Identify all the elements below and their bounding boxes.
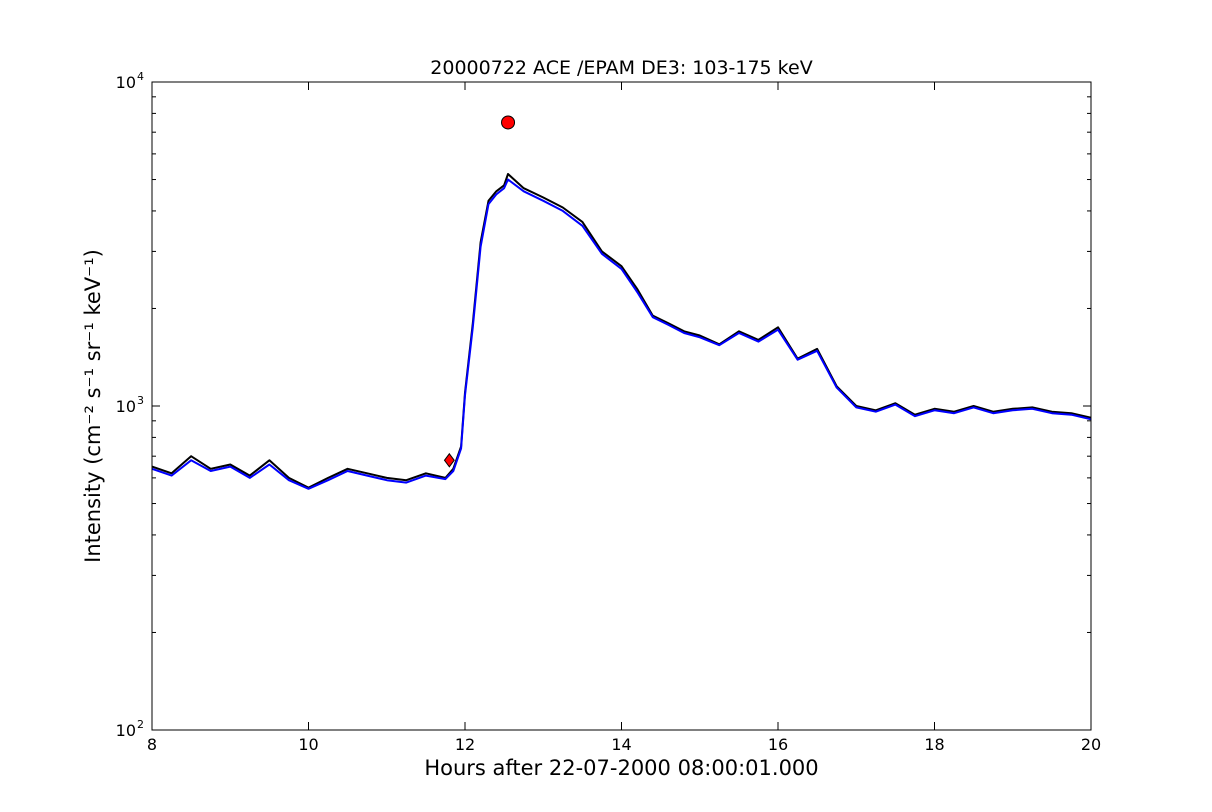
x-axis-label: Hours after 22-07-2000 08:00:01.000 [424,756,818,780]
y-tick-exponent: 3 [137,394,144,407]
y-tick-label: 10 [116,397,136,416]
x-tick-label: 18 [924,735,944,754]
x-tick-label: 10 [298,735,318,754]
marker-layer [443,115,516,468]
x-tick-label: 8 [147,735,157,754]
y-tick-label: 10 [116,73,136,92]
y-axis-label: Intensity (cm⁻² s⁻¹ sr⁻¹ keV⁻¹) [81,249,105,563]
series-line-1 [151,173,1092,489]
series-layer [151,173,1092,490]
x-tick-label: 14 [611,735,631,754]
x-tick-label: 12 [455,735,475,754]
x-tick-label: 16 [768,735,788,754]
peak-marker [501,115,516,130]
series-line-2 [151,178,1092,490]
y-tick-label: 10 [116,721,136,740]
x-tick-label: 20 [1081,735,1101,754]
y-tick-exponent: 2 [137,718,144,731]
y-tick-exponent: 4 [137,70,144,83]
chart-title: 20000722 ACE /EPAM DE3: 103-175 keV [430,57,812,79]
onset-marker [443,452,455,468]
